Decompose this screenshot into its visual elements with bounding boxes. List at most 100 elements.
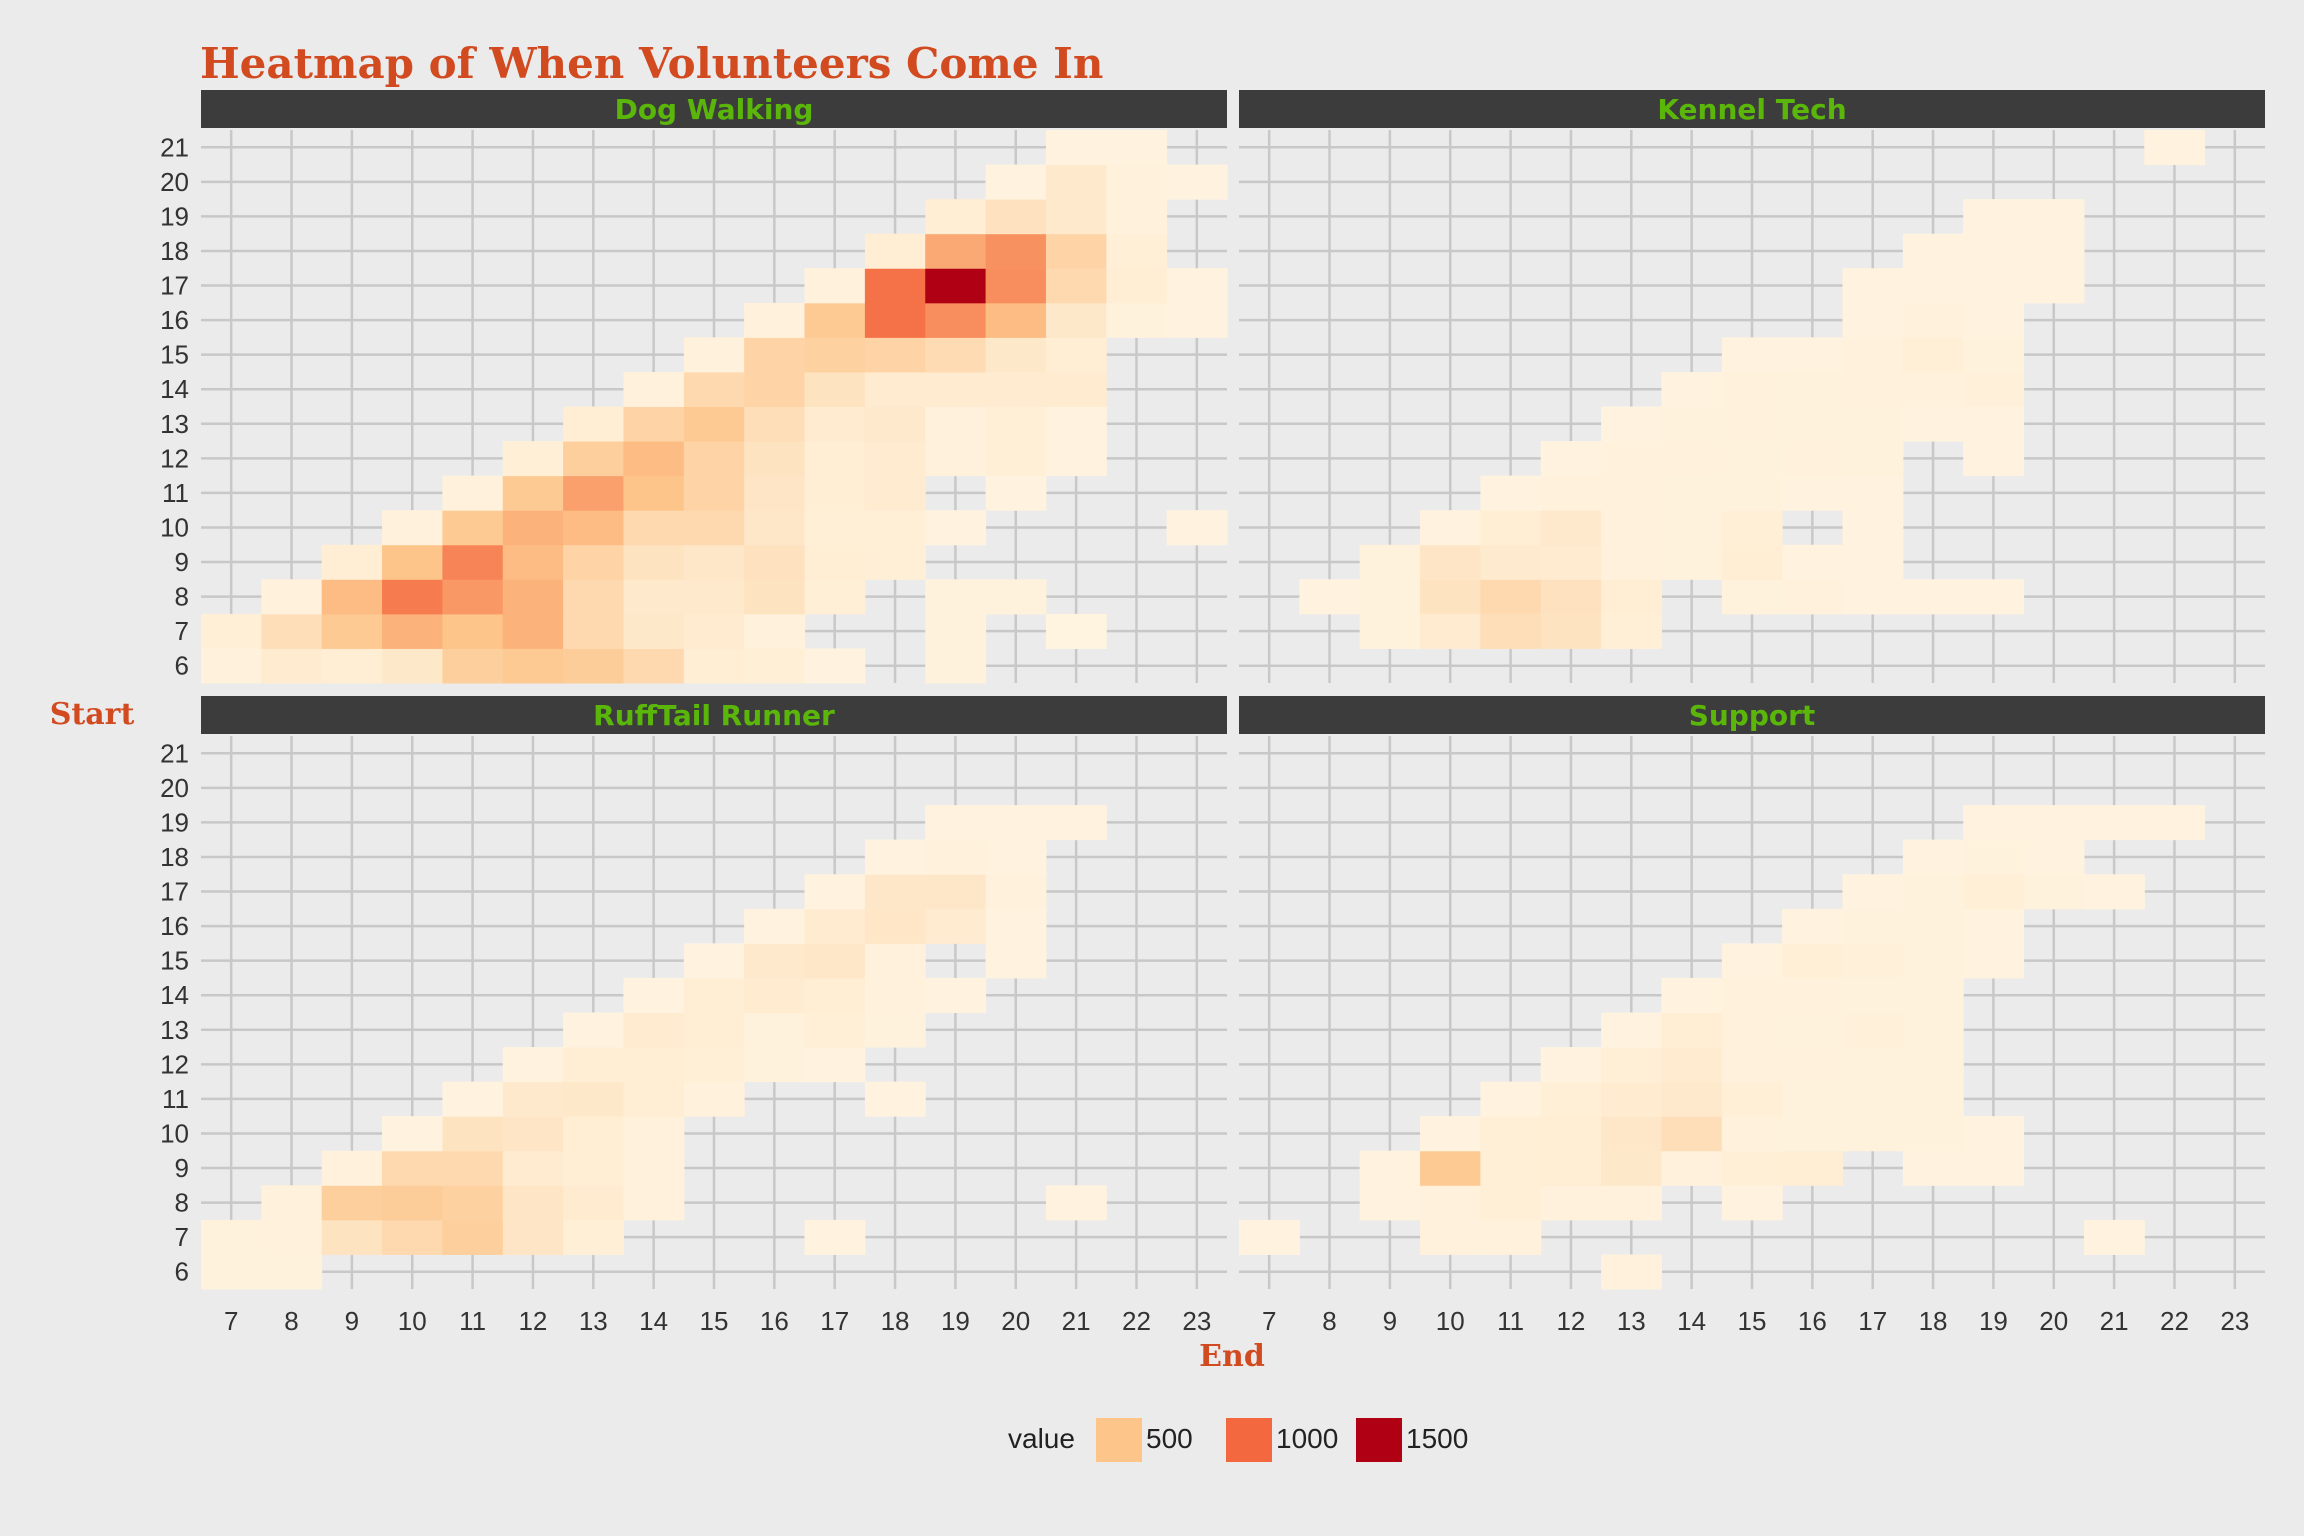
heatmap-cell [1721,579,1783,615]
x-tick-label: 8 [284,1306,298,1336]
heatmap-cell [442,475,504,511]
heatmap-cell [1963,1116,2025,1152]
heatmap-cell [683,1012,745,1048]
facet-strip-label: Support [1689,699,1816,732]
heatmap-cell [925,648,987,684]
heatmap-cell [1902,943,1964,979]
heatmap-cell [804,943,866,979]
heatmap-cell [1106,233,1168,269]
x-tick-label: 12 [518,1306,547,1336]
heatmap-cell [1842,510,1904,546]
facet-strip [1239,90,2265,128]
heatmap-cell [804,441,866,477]
heatmap-cell [683,337,745,373]
heatmap-cell [1480,544,1542,580]
heatmap-cell [623,510,685,546]
heatmap-cell [1661,977,1723,1013]
heatmap-cell [1902,1081,1964,1117]
legend-key [1356,1418,1402,1462]
x-tick-label: 23 [1182,1306,1211,1336]
heatmap-cell [1661,1150,1723,1186]
heatmap-cell [1106,302,1168,338]
heatmap-cell [1902,908,1964,944]
heatmap-cell [1782,1047,1844,1083]
legend: value 500 1000 1500 [1008,1418,1468,1462]
heatmap-cell [442,1219,504,1255]
heatmap-cell [2144,130,2206,166]
heatmap-cell [1661,1081,1723,1117]
heatmap-cell [502,475,564,511]
heatmap-cell [985,199,1047,235]
heatmap-cell [744,544,806,580]
heatmap-cell [985,475,1047,511]
heatmap-cell [1782,579,1844,615]
heatmap-cell [925,233,987,269]
heatmap-cell [985,805,1047,841]
y-tick-label: 8 [175,1188,189,1218]
heatmap-cell [563,1047,624,1083]
heatmap-cell [1963,874,2025,910]
heatmap-cell [1045,805,1107,841]
heatmap-cell [925,805,987,841]
heatmap-cell [1963,805,2025,841]
heatmap-cell [1842,337,1904,373]
heatmap-cell [804,544,866,580]
heatmap-cell [864,441,926,477]
heatmap-cell [1601,613,1662,649]
heatmap-cell [1166,268,1228,304]
heatmap-cell [804,1047,866,1083]
heatmap-cell [925,199,987,235]
heatmap-cell [261,579,323,615]
heatmap-cell [563,1012,624,1048]
heatmap-cell [864,233,926,269]
heatmap-cell [744,579,806,615]
heatmap-cell [925,977,987,1013]
heatmap-cell [1842,874,1904,910]
facet-strip [201,90,1227,128]
heatmap-cell [1480,579,1542,615]
heatmap-cell [804,475,866,511]
heatmap-cell [1902,1116,1964,1152]
heatmap-cell [321,613,383,649]
x-tick-label: 17 [1858,1306,1887,1336]
heatmap-cell [925,613,987,649]
heatmap-cell [1601,406,1662,442]
heatmap-cell [563,544,624,580]
y-tick-label: 16 [160,305,189,335]
heatmap-cell [1721,441,1783,477]
heatmap-cell [502,1081,564,1117]
heatmap-cell [1661,1116,1723,1152]
heatmap-cell [1601,1012,1662,1048]
heatmap-cell [1721,977,1783,1013]
heatmap-cell [382,1116,443,1152]
heatmap-cell [1166,164,1228,200]
heatmap-cell [985,579,1047,615]
heatmap-cell [1540,579,1602,615]
heatmap-cell [382,579,443,615]
heatmap-cell [382,544,443,580]
heatmap-cell [2023,199,2085,235]
heatmap-cell [623,613,685,649]
y-tick-label: 19 [160,807,189,837]
x-axis-title: End [1199,1339,1265,1374]
heatmap-cell [804,371,866,407]
heatmap-cell [261,1254,323,1290]
heatmap-cell [1106,268,1168,304]
x-tick-label: 12 [1556,1306,1585,1336]
y-tick-label: 6 [175,1257,189,1287]
heatmap-cell [1480,613,1542,649]
heatmap-cell [864,371,926,407]
heatmap-cell [623,1047,685,1083]
heatmap-cell [683,1081,745,1117]
heatmap-cell [1721,510,1783,546]
heatmap-cell [864,268,926,304]
x-tick-label: 14 [639,1306,668,1336]
heatmap-cell [623,1150,685,1186]
y-tick-label: 18 [160,236,189,266]
x-tick-label: 11 [459,1306,486,1336]
heatmap-cell [1902,1047,1964,1083]
heatmap-cell [623,579,685,615]
heatmap-cell [1106,199,1168,235]
x-tick-label: 10 [1436,1306,1465,1336]
heatmap-cell [1420,1116,1481,1152]
